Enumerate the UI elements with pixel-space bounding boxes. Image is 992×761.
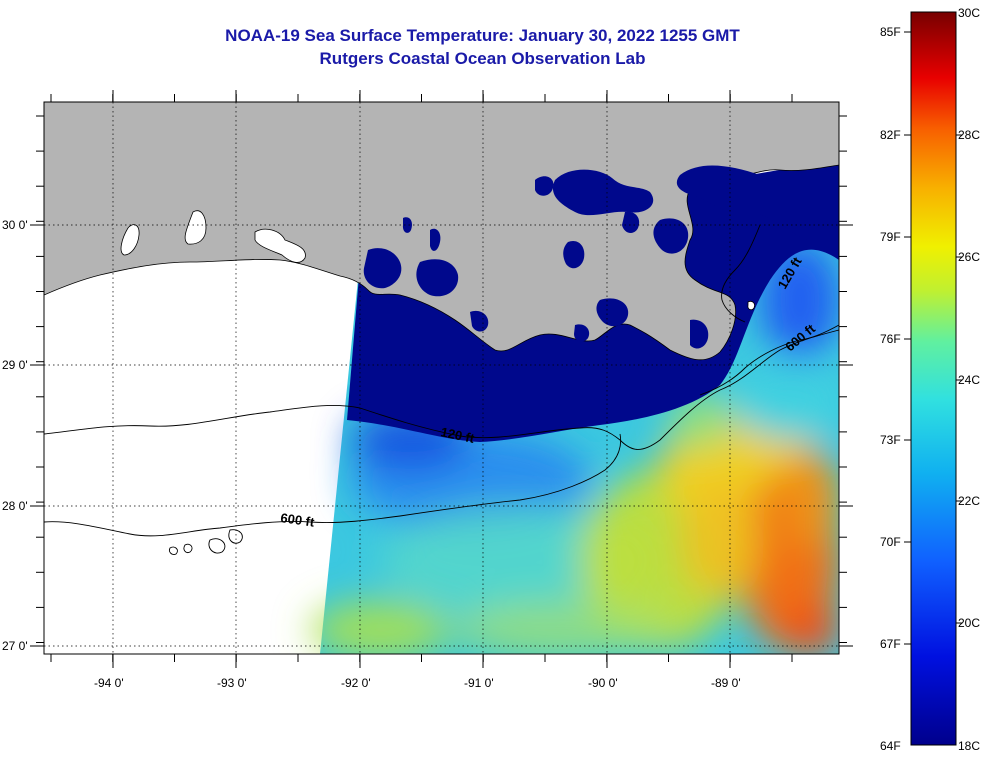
colorbar-f-label: 70F: [880, 535, 901, 549]
lon-tick-label: -91 0': [464, 676, 494, 690]
lon-tick-label: -90 0': [588, 676, 618, 690]
lon-tick-label: -94 0': [94, 676, 124, 690]
colorbar-c-label: 24C: [958, 373, 981, 387]
colorbar-f-label: 85F: [880, 25, 901, 39]
contour-label-600ft-west: 600 ft: [280, 510, 316, 530]
colorbar-f-label: 82F: [880, 128, 901, 142]
lon-tick-label: -93 0': [217, 676, 247, 690]
colorbar-c-label: 18C: [958, 739, 981, 753]
lon-tick-label: -89 0': [711, 676, 741, 690]
chart-subtitle: Rutgers Coastal Ocean Observation Lab: [319, 49, 646, 68]
sst-swath: [310, 160, 839, 654]
grid-lines: [44, 102, 839, 654]
inland-lakes: [120, 210, 755, 311]
lat-tick-label: 28 0': [2, 499, 28, 513]
colorbar-c-label: 28C: [958, 128, 981, 142]
lat-tick-label: 27 0': [2, 639, 28, 653]
lon-tick-label: -92 0': [341, 676, 371, 690]
colorbar-gradient: [910, 11, 957, 746]
contour-label-120ft-west: 120 ft: [439, 424, 476, 446]
colorbar-f-label: 64F: [880, 739, 901, 753]
bathymetry-contours: [44, 224, 839, 555]
map-frame: [43, 101, 840, 655]
colorbar-c-label: 22C: [958, 494, 981, 508]
colorbar-c-label: 26C: [958, 250, 981, 264]
colorbar-c-label: 30C: [958, 6, 981, 20]
colorbar-f-label: 73F: [880, 433, 901, 447]
colorbar-f-label: 76F: [880, 332, 901, 346]
axis-ticks: [30, 90, 853, 668]
lat-tick-label: 29 0': [2, 358, 28, 372]
chart-title: NOAA-19 Sea Surface Temperature: January…: [225, 26, 740, 45]
colorbar-f-label: 79F: [880, 230, 901, 244]
colorbar-f-label: 67F: [880, 637, 901, 651]
colorbar-ticks: [904, 31, 962, 645]
coastal-water: [363, 165, 839, 360]
colorbar-c-label: 20C: [958, 616, 981, 630]
land-mass: [44, 102, 839, 361]
lat-tick-label: 30 0': [2, 218, 28, 232]
